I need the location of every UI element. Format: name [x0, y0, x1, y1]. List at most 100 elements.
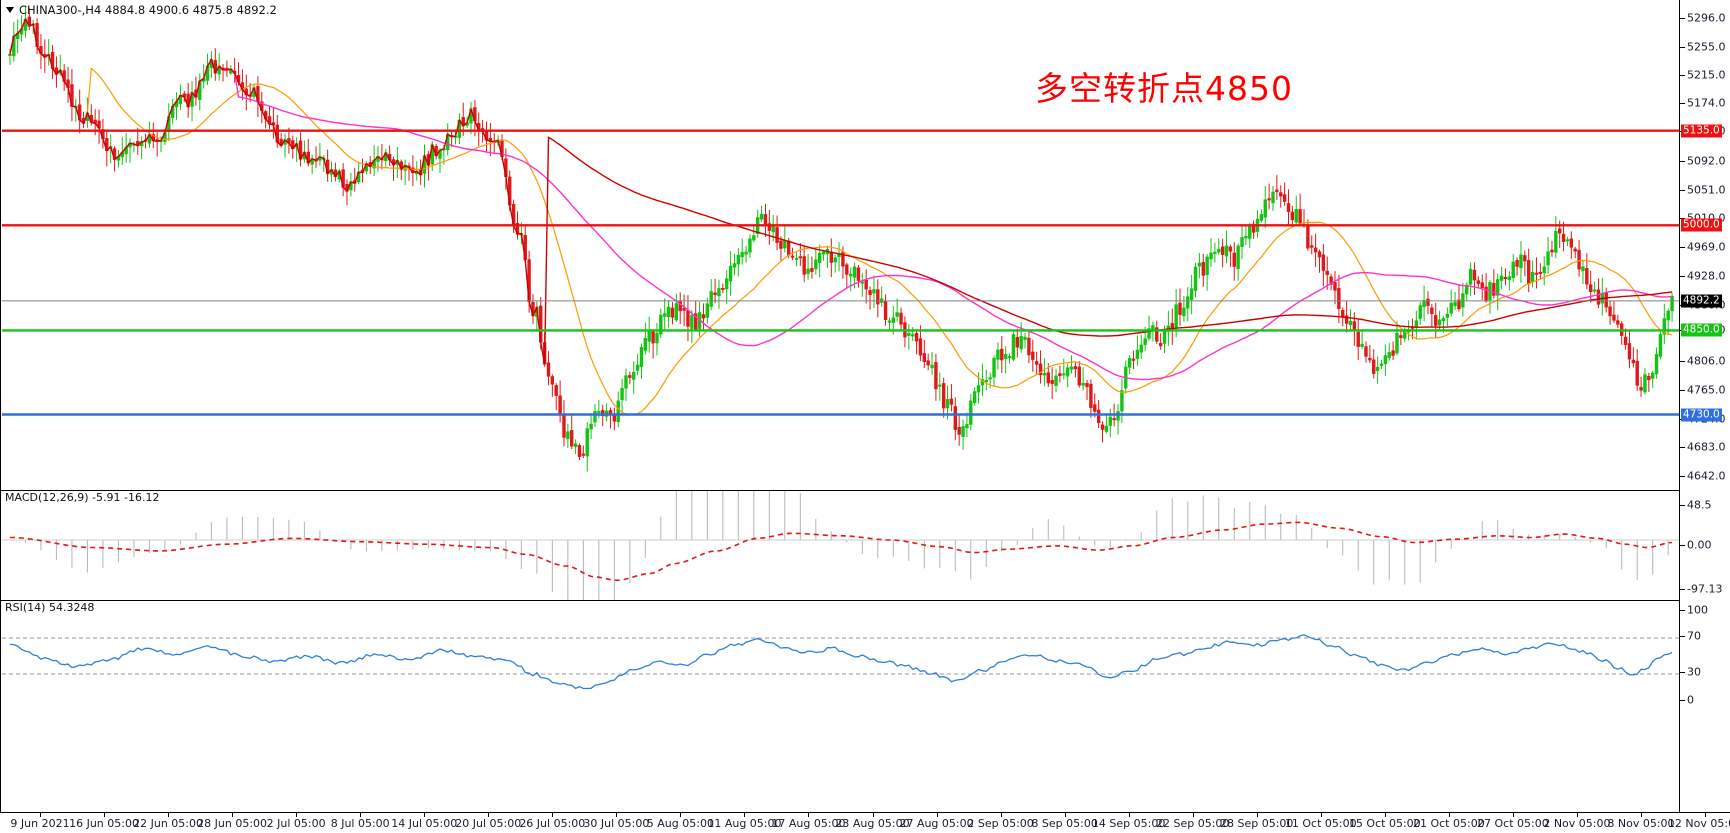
time-tick-label: 8 Sep 05:00: [1031, 817, 1098, 830]
price-tick: [1680, 247, 1685, 248]
time-tick-label: 2 Jul 05:00: [266, 817, 326, 830]
price-level-badge[interactable]: 4850.0: [1681, 323, 1722, 337]
time-tick: [296, 813, 298, 817]
time-tick-label: 2 Sep 05:00: [967, 817, 1034, 830]
caret-down-icon[interactable]: [6, 6, 14, 13]
rsi-line: [9, 634, 1673, 690]
price-tick: [1680, 189, 1685, 191]
price-tick-label: 5255.0: [1687, 40, 1726, 54]
time-tick-label: 28 Sep 05:00: [1220, 817, 1294, 830]
macd-tick-label: 0.00: [1687, 538, 1712, 552]
symbol-quote-text: CHINA300-,H4 4884.8 4900.6 4875.8 4892.2: [19, 3, 277, 17]
price-tick: [1680, 389, 1685, 391]
rsi-tick-label: 100: [1687, 603, 1708, 617]
time-tick-label: 27 Oct 05:00: [1477, 817, 1549, 830]
time-tick-label: 9 Jun 2021: [10, 817, 70, 830]
time-tick: [808, 813, 810, 817]
price-tick-label: 5215.0: [1687, 68, 1726, 82]
macd-signal-line: [9, 521, 1673, 582]
price-tick: [1680, 17, 1685, 19]
time-tick: [680, 813, 682, 817]
time-tick: [872, 813, 874, 817]
time-tick: [168, 813, 170, 817]
price-level-badge[interactable]: 5000.0: [1681, 218, 1722, 232]
time-tick: [1320, 813, 1322, 817]
time-tick: [40, 813, 41, 817]
macd-tick-label: -97.13: [1687, 582, 1723, 596]
time-tick: [488, 813, 490, 817]
rsi-tick: [1680, 610, 1685, 611]
rsi-svg: [2, 634, 1679, 690]
price-tick-label: 5092.0: [1687, 154, 1726, 168]
candlestick-series: [8, 5, 1674, 472]
time-tick: [744, 813, 746, 817]
price-tick-label: 5296.0: [1687, 11, 1726, 25]
time-tick: [1705, 813, 1706, 817]
time-tick-label: 14 Sep 05:00: [1091, 817, 1166, 830]
time-tick-label: 22 Jun 05:00: [133, 817, 204, 830]
time-tick: [552, 813, 554, 817]
time-tick-label: 2 Nov 05:00: [1543, 817, 1611, 830]
price-tick: [1680, 160, 1685, 162]
macd-indicator-label[interactable]: MACD(12,26,9) -5.91 -16.12: [5, 491, 160, 504]
time-tick-label: 26 Jul 05:00: [519, 817, 586, 830]
price-tick-label: 5051.0: [1687, 183, 1726, 197]
price-level-badge[interactable]: 5135.0: [1681, 124, 1722, 138]
time-tick-label: 28 Jun 05:00: [197, 817, 268, 830]
macd-indicator-pane[interactable]: [0, 490, 1679, 600]
rsi-indicator-pane[interactable]: [0, 600, 1679, 812]
time-tick: [1000, 813, 1002, 817]
price-chart-pane[interactable]: [0, 0, 1679, 490]
time-tick: [1128, 813, 1130, 817]
price-svg: [2, 5, 1679, 472]
time-tick-label: 20 Jul 05:00: [455, 817, 522, 830]
time-tick: [936, 813, 938, 817]
price-tick-label: 4928.0: [1687, 269, 1726, 283]
rsi-tick-label: 0: [1687, 693, 1694, 707]
chart-annotation-text: 多空转折点4850: [1035, 69, 1293, 108]
price-tick: [1680, 447, 1685, 449]
price-level-badge[interactable]: 4892.2: [1681, 294, 1722, 308]
price-tick-label: 4969.0: [1687, 240, 1726, 254]
price-axis[interactable]: 5296.0 5255.0 5215.0 5174.0 5135.0 5092.0 5051…: [1679, 0, 1730, 812]
price-tick-label: 4642.0: [1687, 469, 1726, 483]
price-tick-label: 4806.0: [1687, 354, 1726, 368]
price-tick: [1680, 46, 1685, 48]
time-tick-label: 11 Aug 05:00: [707, 817, 782, 830]
macd-plot-area[interactable]: [2, 491, 1679, 600]
macd-tick: [1680, 505, 1685, 506]
time-tick-label: 14 Jul 05:00: [391, 817, 458, 830]
time-tick: [1192, 813, 1194, 817]
rsi-plot-area[interactable]: [2, 601, 1679, 812]
macd-svg: [2, 491, 1679, 600]
time-tick: [1064, 813, 1066, 817]
macd-tick-label: 48.5: [1687, 498, 1712, 512]
price-tick-label: 4765.0: [1687, 383, 1726, 397]
rsi-tick: [1680, 672, 1685, 673]
price-plot-area[interactable]: [2, 0, 1679, 490]
time-tick-label: 15 Oct 05:00: [1348, 817, 1421, 830]
rsi-tick-label: 70: [1687, 629, 1701, 643]
time-tick-label: 12 Nov 05:00: [1667, 817, 1730, 830]
time-tick-label: 11 Oct 05:00: [1284, 817, 1357, 830]
time-axis[interactable]: 9 Jun 2021 16 Jun 05:00 22 Jun 05:00 28 Jun…: [0, 812, 1730, 833]
symbol-quote-readout[interactable]: CHINA300-,H4 4884.8 4900.6 4875.8 4892.2: [6, 3, 277, 17]
time-tick: [1384, 813, 1386, 817]
price-tick: [1680, 74, 1685, 76]
rsi-indicator-label[interactable]: RSI(14) 54.3248: [5, 601, 95, 614]
rsi-tick: [1680, 636, 1685, 637]
rsi-tick: [1680, 700, 1685, 701]
ma-slow-line: [9, 17, 1673, 365]
macd-tick: [1680, 545, 1685, 546]
time-tick-label: 30 Jul 05:00: [583, 817, 650, 830]
price-level-badge[interactable]: 4730.0: [1681, 408, 1722, 421]
price-tick-label: 5174.0: [1687, 96, 1726, 110]
time-tick: [1576, 813, 1578, 817]
rsi-tick-label: 30: [1687, 665, 1701, 679]
time-tick-label: 16 Jun 05:00: [69, 817, 139, 830]
price-tick: [1680, 218, 1685, 220]
time-tick-label: 8 Nov 05:00: [1607, 817, 1675, 830]
time-tick-label: 17 Aug 05:00: [771, 817, 846, 830]
time-tick-label: 22 Sep 05:00: [1155, 817, 1230, 830]
